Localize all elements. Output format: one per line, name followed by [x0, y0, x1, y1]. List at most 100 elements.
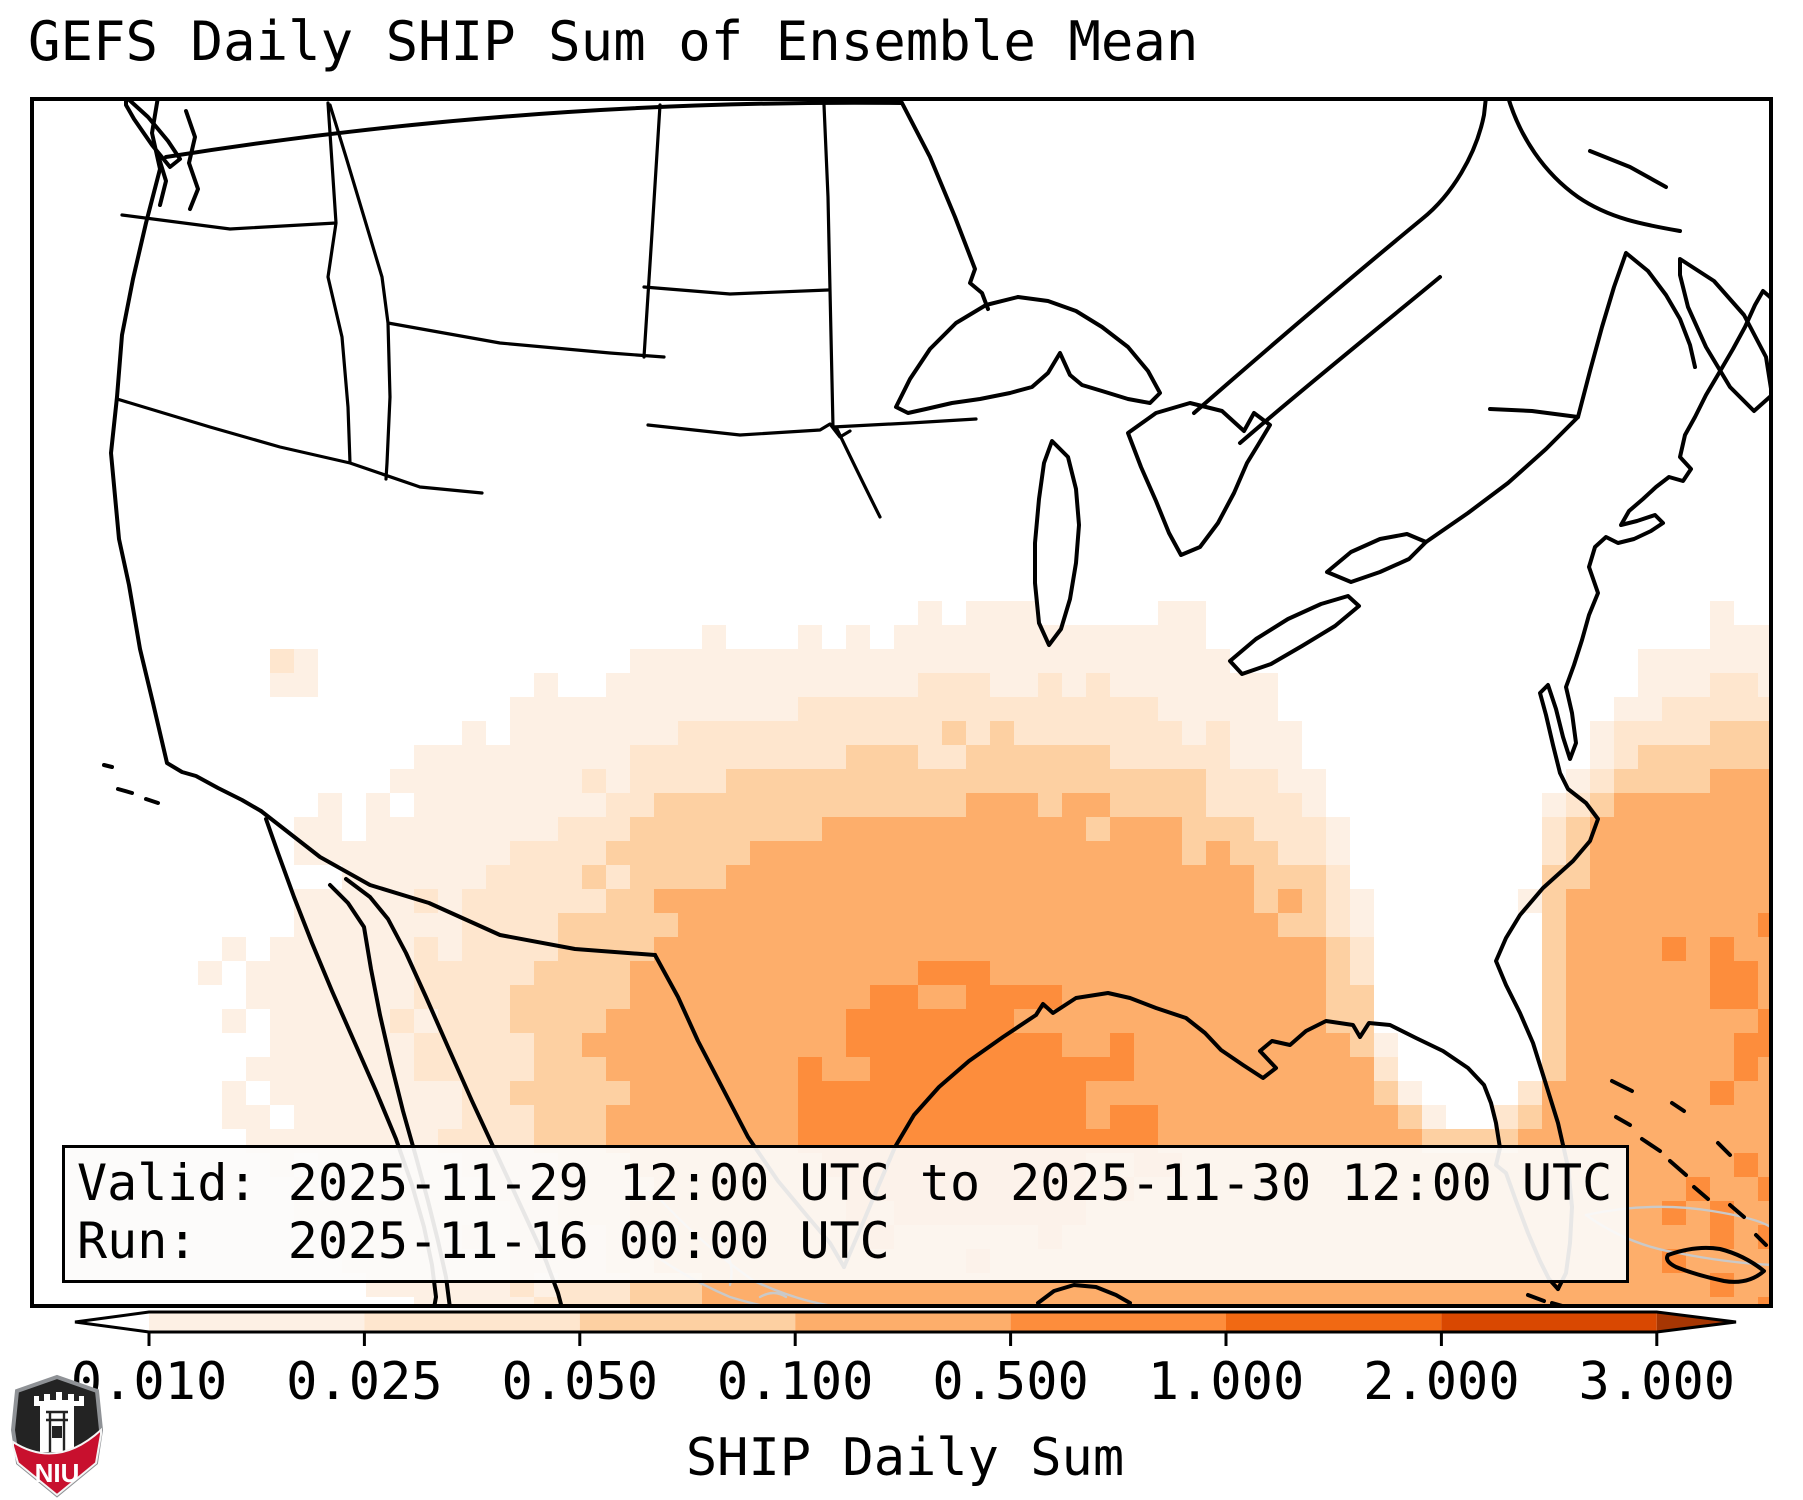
- field-cell: [702, 889, 726, 913]
- field-cell: [414, 1105, 438, 1129]
- field-cell: [1398, 1105, 1422, 1129]
- field-cell: [846, 649, 870, 673]
- field-cell: [1686, 793, 1710, 817]
- colorbar-tick-label: 2.000: [1363, 1352, 1520, 1412]
- us-mexico-border: [259, 809, 657, 957]
- field-cell: [1326, 841, 1350, 865]
- field-cell: [1254, 961, 1278, 985]
- field-cell: [1182, 865, 1206, 889]
- field-cell: [774, 1081, 798, 1105]
- field-cell: [798, 625, 822, 649]
- field-cell: [534, 961, 558, 985]
- field-cell: [1086, 889, 1110, 913]
- field-cell: [1038, 649, 1062, 673]
- field-cell: [1446, 1297, 1470, 1308]
- field-cell: [390, 841, 414, 865]
- field-cell: [1662, 1177, 1686, 1201]
- field-cell: [1182, 1081, 1206, 1105]
- field-cell: [294, 649, 318, 673]
- field-cell: [1614, 1057, 1638, 1081]
- field-cell: [774, 889, 798, 913]
- field-cell: [1158, 793, 1182, 817]
- field-cell: [918, 913, 942, 937]
- field-cell: [1686, 985, 1710, 1009]
- field-cell: [414, 913, 438, 937]
- field-cell: [1182, 1033, 1206, 1057]
- field-cell: [1686, 721, 1710, 745]
- field-cell: [414, 1057, 438, 1081]
- field-cell: [966, 1081, 990, 1105]
- field-cell: [1158, 1057, 1182, 1081]
- field-cell: [1638, 985, 1662, 1009]
- field-cell: [318, 1057, 342, 1081]
- field-cell: [198, 961, 222, 985]
- canada-border-and-lakes: [164, 100, 1697, 676]
- field-cell: [558, 721, 582, 745]
- field-cell: [318, 1105, 342, 1129]
- field-cell: [582, 793, 606, 817]
- field-cell: [1566, 1081, 1590, 1105]
- field-cell: [1134, 1081, 1158, 1105]
- field-cell: [606, 985, 630, 1009]
- field-cell: [510, 1009, 534, 1033]
- field-cell: [1278, 1009, 1302, 1033]
- channel-islands: [102, 763, 160, 805]
- field-cell: [1614, 865, 1638, 889]
- field-cell: [558, 913, 582, 937]
- field-cell: [462, 1033, 486, 1057]
- field-cell: [1110, 913, 1134, 937]
- field-cell: [1326, 1105, 1350, 1129]
- field-cell: [438, 985, 462, 1009]
- field-cell: [798, 1081, 822, 1105]
- field-cell: [1734, 841, 1758, 865]
- field-cell: [966, 745, 990, 769]
- field-cell: [558, 841, 582, 865]
- field-cell: [1686, 1201, 1710, 1225]
- field-cell: [294, 817, 318, 841]
- field-cell: [1542, 841, 1566, 865]
- field-cell: [678, 793, 702, 817]
- field-cell: [774, 793, 798, 817]
- field-cell: [966, 985, 990, 1009]
- field-cell: [798, 1033, 822, 1057]
- field-cell: [366, 793, 390, 817]
- field-cell: [414, 769, 438, 793]
- field-cell: [1710, 769, 1734, 793]
- field-cell: [894, 625, 918, 649]
- field-cell: [606, 793, 630, 817]
- field-cell: [894, 889, 918, 913]
- field-cell: [1542, 1009, 1566, 1033]
- field-cell: [1662, 745, 1686, 769]
- field-cell: [630, 1297, 654, 1308]
- field-cell: [1110, 817, 1134, 841]
- field-cell: [1278, 985, 1302, 1009]
- info-box: Valid: 2025-11-29 12:00 UTC to 2025-11-3…: [62, 1145, 1629, 1283]
- field-cell: [822, 673, 846, 697]
- field-cell: [678, 769, 702, 793]
- field-cell: [558, 961, 582, 985]
- field-cell: [558, 1057, 582, 1081]
- field-cell: [486, 865, 510, 889]
- field-cell: [366, 817, 390, 841]
- field-cell: [846, 769, 870, 793]
- field-cell: [894, 721, 918, 745]
- field-cell: [1206, 913, 1230, 937]
- field-cell: [270, 649, 294, 673]
- field-cell: [1014, 601, 1038, 625]
- atlantic-coast: [1494, 289, 1773, 1291]
- field-cell: [822, 745, 846, 769]
- field-cell: [990, 601, 1014, 625]
- field-cell: [510, 1105, 534, 1129]
- field-cell: [1038, 841, 1062, 865]
- field-cell: [1566, 889, 1590, 913]
- field-cell: [798, 841, 822, 865]
- field-cell: [486, 745, 510, 769]
- field-cell: [342, 985, 366, 1009]
- field-cell: [294, 1033, 318, 1057]
- field-cell: [534, 1009, 558, 1033]
- field-cell: [1134, 697, 1158, 721]
- field-cell: [822, 1297, 846, 1308]
- field-cell: [1710, 649, 1734, 673]
- field-cell: [918, 1033, 942, 1057]
- field-cell: [1590, 1009, 1614, 1033]
